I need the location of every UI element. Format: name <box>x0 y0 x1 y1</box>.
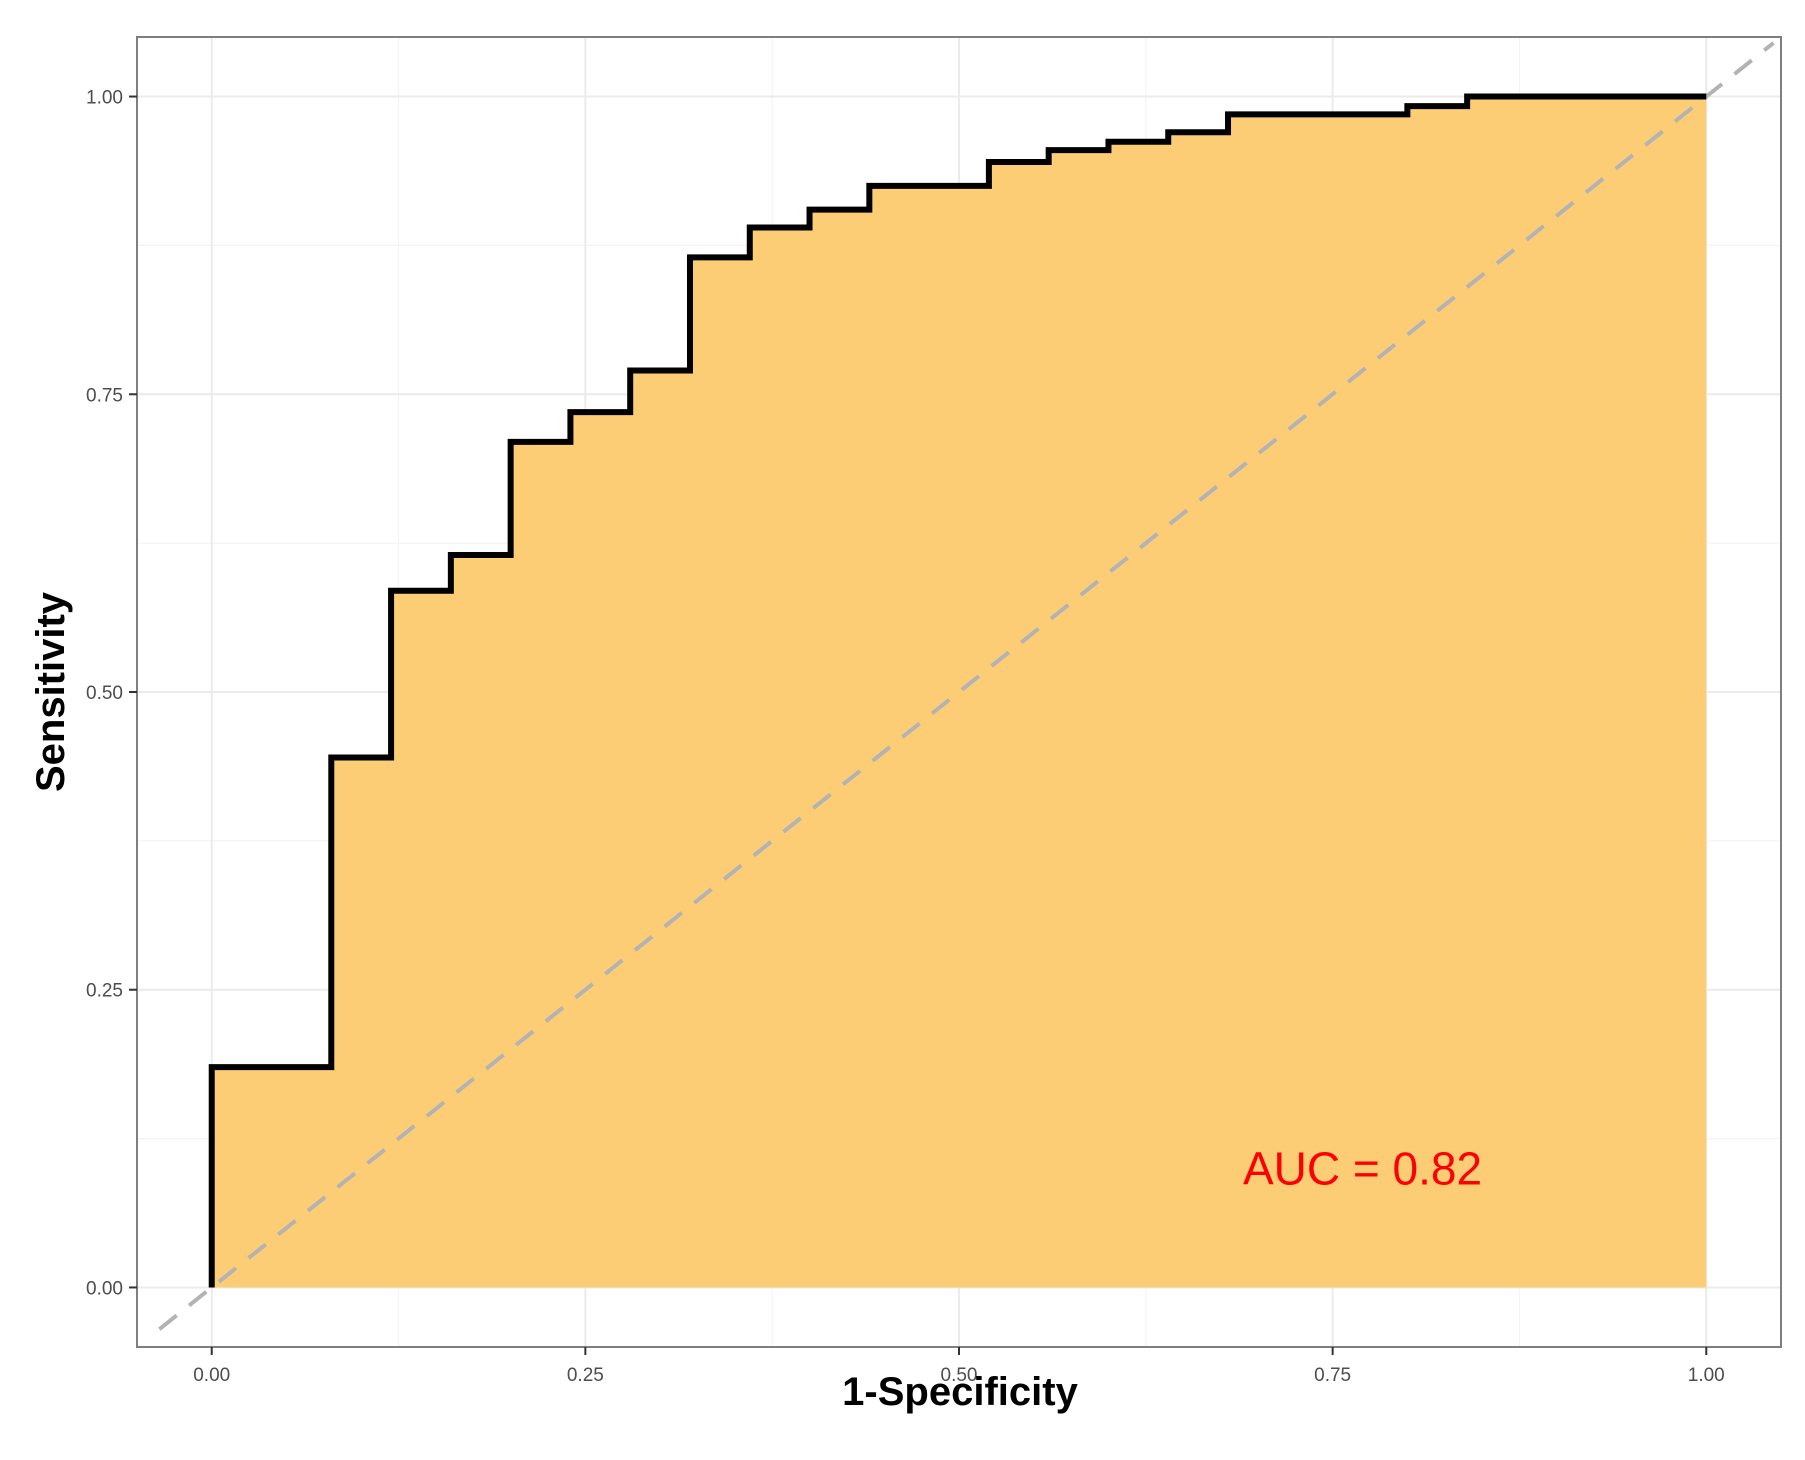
y-tick-label: 0.00 <box>86 1278 123 1299</box>
y-tick-label: 0.75 <box>86 385 123 406</box>
x-tick-label: 0.75 <box>1314 1365 1351 1386</box>
y-tick-label: 0.25 <box>86 981 123 1002</box>
reference-diagonal-layer <box>158 41 1775 1331</box>
x-tick-label: 0.50 <box>941 1365 978 1386</box>
axis-tick-labels: 0.00 0.25 0.50 0.75 1.00 0.00 0.25 0.50 0.75 1.00 <box>86 88 1725 1386</box>
auc-annotation: AUC = 0.82 <box>1243 1142 1482 1194</box>
axis-ticks <box>129 95 1708 1355</box>
x-tick-label: 1.00 <box>1688 1365 1725 1386</box>
roc-curve-layer <box>208 93 1707 1288</box>
reference-diagonal-line <box>158 41 1775 1331</box>
y-tick-label: 0.50 <box>86 683 123 704</box>
x-axis-title: 1-Specificity <box>842 1370 1078 1414</box>
x-tick-label: 0.25 <box>567 1365 604 1386</box>
y-axis-title: Sensitivity <box>29 591 73 792</box>
x-tick-label: 0.00 <box>193 1365 230 1386</box>
y-tick-label: 1.00 <box>86 88 123 109</box>
roc-curve <box>208 93 1707 1288</box>
